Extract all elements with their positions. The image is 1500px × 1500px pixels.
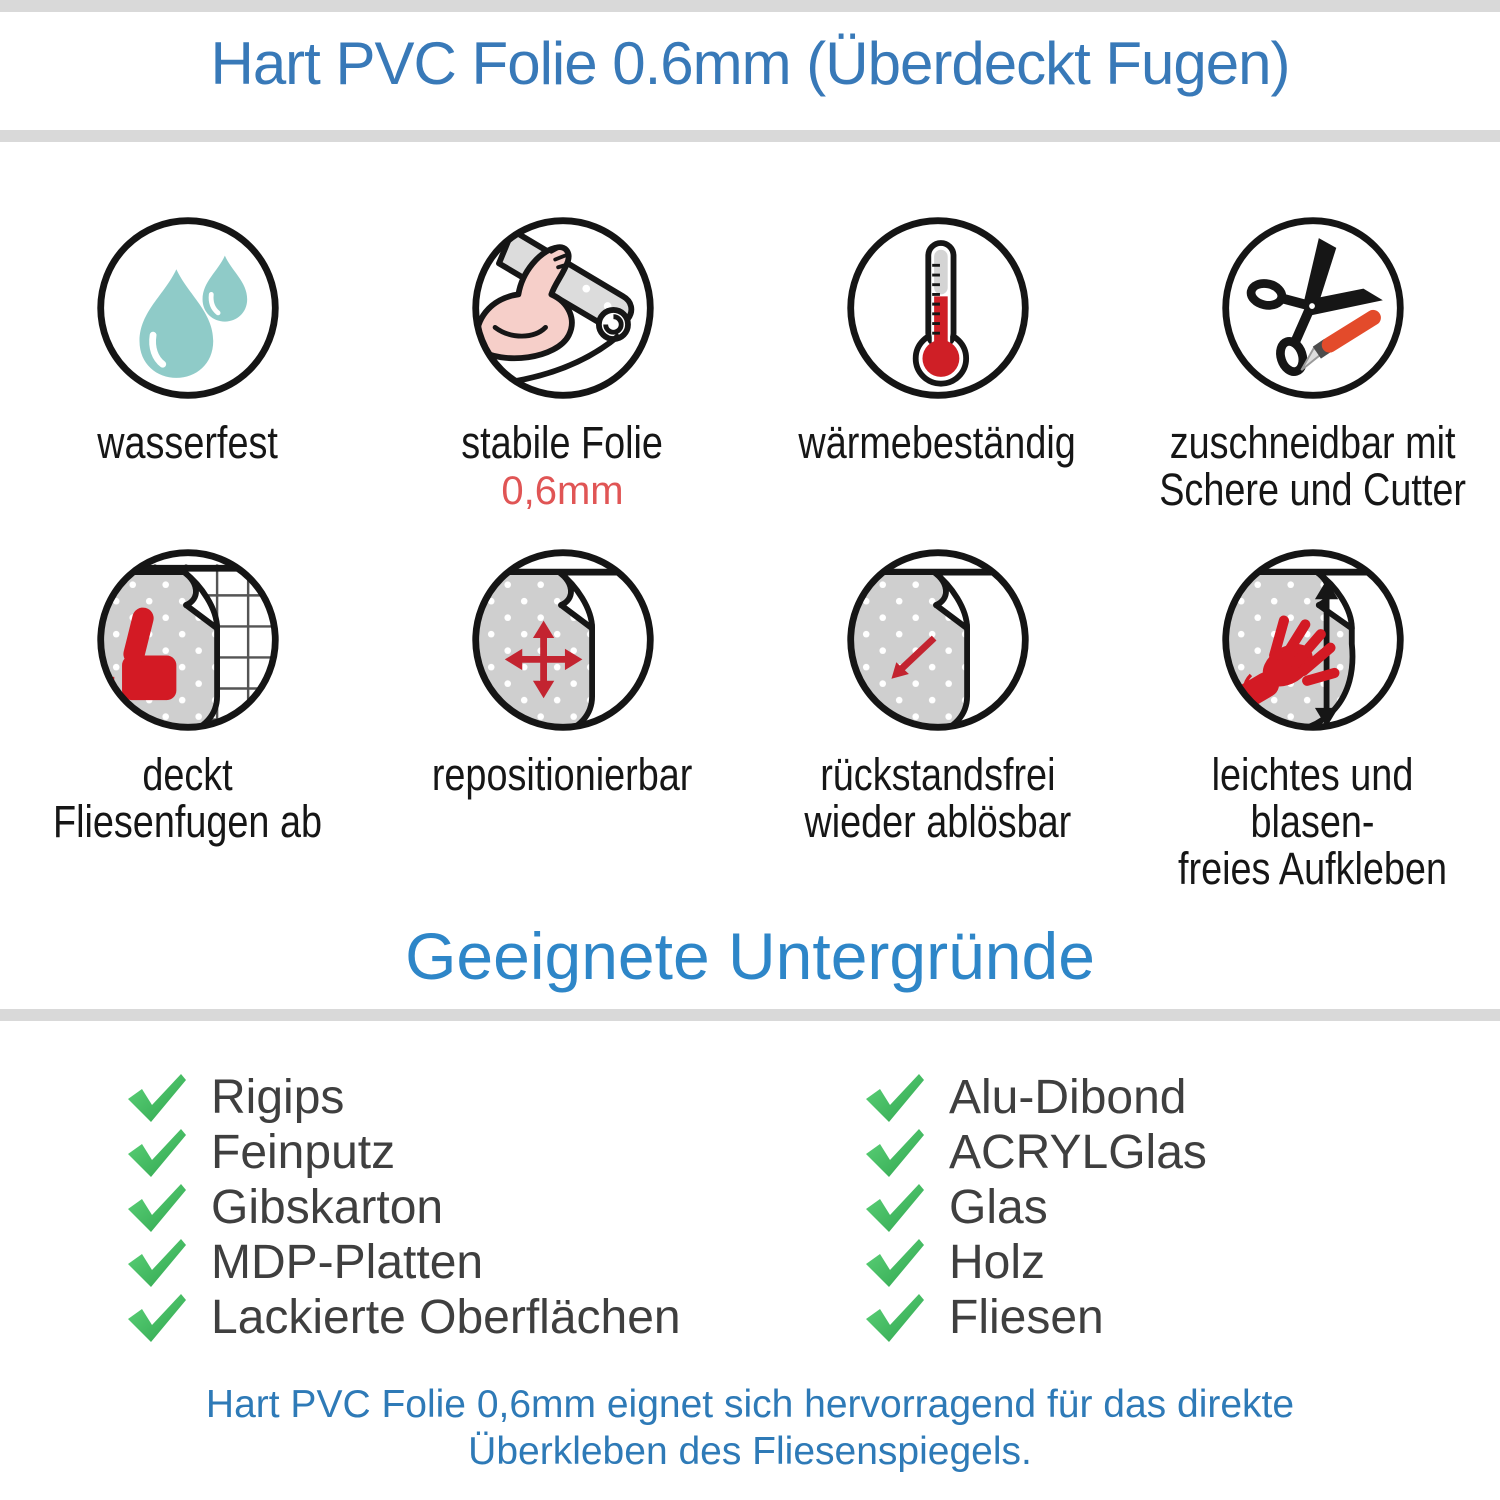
checkmark-icon: [125, 1183, 187, 1233]
title-divider-bar: [0, 130, 1500, 142]
checkmark-icon: [863, 1128, 925, 1178]
feature-label: wärmebeständig: [798, 417, 1077, 468]
feature-blasenfrei: leichtes und blasen- freies Aufkleben: [1125, 543, 1500, 892]
substrate-label: Feinputz: [211, 1126, 396, 1179]
peel-off-arrow-foil-icon: [841, 543, 1035, 737]
checkmark-icon: [863, 1238, 925, 1288]
substrate-checklist: Rigips Feinputz Gibskarton MDP-Platten L…: [0, 1070, 1500, 1350]
substrate-item: Fliesen: [863, 1290, 1207, 1345]
checkmark-icon: [863, 1183, 925, 1233]
substrate-column-right: Alu-Dibond ACRYLGlas Glas Holz Fliesen: [863, 1070, 1207, 1345]
thermometer-icon: [841, 211, 1035, 405]
substrate-label: Alu-Dibond: [949, 1071, 1187, 1124]
feature-repositionierbar: repositionierbar: [375, 543, 750, 892]
substrate-label: Holz: [949, 1236, 1046, 1289]
substrate-item: MDP-Platten: [125, 1235, 681, 1290]
substrate-item: Lackierte Oberflächen: [125, 1290, 681, 1345]
move-arrows-foil-icon: [466, 543, 660, 737]
page-title: Hart PVC Folie 0.6mm (Überdeckt Fugen): [210, 30, 1290, 97]
feature-label: repositionierbar: [432, 749, 693, 800]
checkmark-icon: [863, 1073, 925, 1123]
substrate-item: Rigips: [125, 1070, 681, 1125]
section-title: Geeignete Untergründe: [405, 919, 1095, 993]
substrate-item: ACRYLGlas: [863, 1125, 1207, 1180]
feature-label: zuschneidbar mit Schere und Cutter: [1159, 417, 1466, 515]
substrate-item: Glas: [863, 1180, 1207, 1235]
feature-label: leichtes und blasen- freies Aufkleben: [1178, 749, 1447, 894]
scissors-and-cutter-icon: [1216, 211, 1410, 405]
substrate-label: Fliesen: [949, 1291, 1104, 1344]
feature-waermebestaendig: wärmebeständig: [750, 211, 1125, 513]
feature-rueckstandsfrei: rückstandsfrei wieder ablösbar: [750, 543, 1125, 892]
checkmark-icon: [125, 1128, 187, 1178]
feature-label: stabile Folie: [461, 417, 664, 468]
substrate-label: MDP-Platten: [211, 1236, 484, 1289]
checkmark-icon: [125, 1293, 187, 1343]
substrate-label: Glas: [949, 1181, 1048, 1234]
feature-deckt-fugen: deckt Fliesenfugen ab: [0, 543, 375, 892]
water-drops-icon: [91, 211, 285, 405]
feature-stabile-folie: stabile Folie 0,6mm: [375, 211, 750, 513]
feature-row-1: wasserfest stabile Folie 0,6mm: [0, 211, 1500, 513]
strong-arm-foil-roll-icon: [466, 211, 660, 405]
substrate-item: Gibskarton: [125, 1180, 681, 1235]
hand-smoothing-foil-icon: [1216, 543, 1410, 737]
substrate-item: Alu-Dibond: [863, 1070, 1207, 1125]
feature-label: wasserfest: [97, 417, 278, 468]
substrate-item: Holz: [863, 1235, 1207, 1290]
substrate-label: Rigips: [211, 1071, 345, 1124]
feature-wasserfest: wasserfest: [0, 211, 375, 513]
feature-label: rückstandsfrei wieder ablösbar: [804, 749, 1071, 847]
checkmark-icon: [863, 1293, 925, 1343]
checkmark-icon: [125, 1238, 187, 1288]
substrate-column-left: Rigips Feinputz Gibskarton MDP-Platten L…: [125, 1070, 681, 1345]
checkmark-icon: [125, 1073, 187, 1123]
top-divider-bar: [0, 0, 1500, 12]
substrate-label: ACRYLGlas: [949, 1126, 1207, 1179]
feature-row-2: deckt Fliesenfugen ab repositionierbar: [0, 543, 1500, 892]
feature-zuschneidbar: zuschneidbar mit Schere und Cutter: [1125, 211, 1500, 513]
section-divider-bar: [0, 1009, 1500, 1021]
feature-sublabel: 0,6mm: [501, 469, 624, 513]
footer-note: Hart PVC Folie 0,6mm eignet sich hervorr…: [205, 1383, 1295, 1473]
substrate-label: Gibskarton: [211, 1181, 444, 1234]
substrate-label: Lackierte Oberflächen: [211, 1291, 681, 1344]
thumbs-up-tile-foil-icon: [91, 543, 285, 737]
feature-label: deckt Fliesenfugen ab: [52, 749, 322, 847]
substrate-item: Feinputz: [125, 1125, 681, 1180]
